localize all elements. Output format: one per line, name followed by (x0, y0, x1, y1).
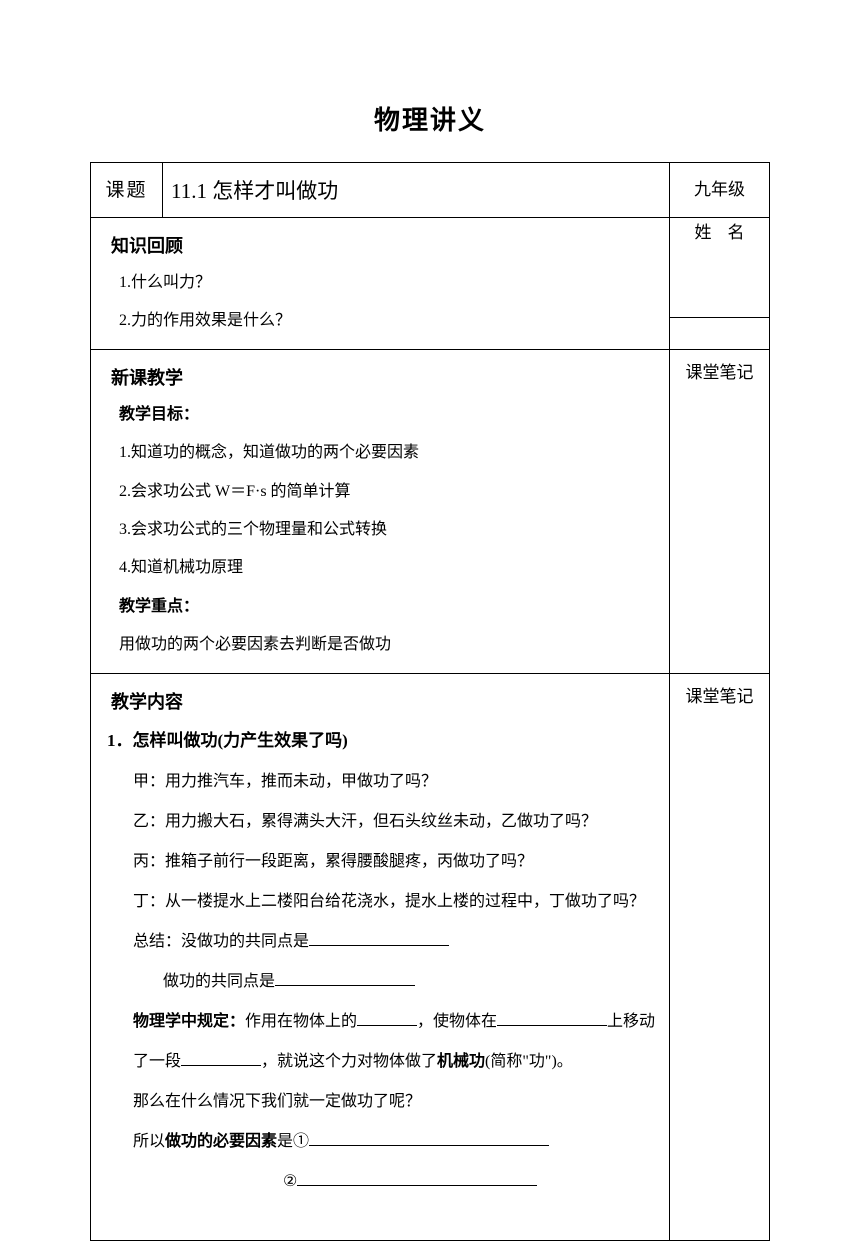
factors-bold: 做功的必要因素 (165, 1133, 277, 1150)
name-value-cell (670, 317, 770, 349)
page-title: 物理讲义 (90, 100, 770, 137)
blank-5 (181, 1048, 261, 1066)
content-section: 教学内容 1．怎样叫做功(力产生效果了吗) 甲：用力推汽车，推而未动，甲做功了吗… (91, 673, 670, 1241)
topic-label-cell: 课题 (91, 163, 163, 218)
content-notes-cell: 课堂笔记 (670, 673, 770, 1241)
example-bing: 丙：推箱子前行一段距离，累得腰酸腿疼，丙做功了吗？ (103, 842, 657, 882)
blank-6 (309, 1128, 549, 1146)
example-ding: 丁：从一楼提水上二楼阳台给花浇水，提水上楼的过程中，丁做功了吗？ (103, 882, 657, 922)
lecture-table: 课题 11.1 怎样才叫做功 九年级 知识回顾 1.什么叫力？ 2.力的作用效果… (90, 162, 770, 1241)
summary-line2: 做功的共同点是 (103, 962, 657, 1002)
factors-prefix: 所以 (133, 1133, 165, 1150)
goal-4: 4.知道机械功原理 (103, 549, 657, 587)
example-yi: 乙：用力搬大石，累得满头大汗，但石头纹丝未动，乙做功了吗？ (103, 802, 657, 842)
topic-title-cell: 11.1 怎样才叫做功 (163, 163, 670, 218)
physics-rule-line1: 物理学中规定：作用在物体上的 ，使物体在 上移动 (103, 1002, 657, 1042)
review-q1: 1.什么叫力？ (103, 264, 657, 302)
focus-1: 用做功的两个必要因素去判断是否做功 (103, 626, 657, 664)
blank-4 (497, 1008, 607, 1026)
blank-2 (275, 968, 415, 986)
goal-3: 3.会求功公式的三个物理量和公式转换 (103, 511, 657, 549)
blank-3 (357, 1008, 417, 1026)
review-section: 知识回顾 1.什么叫力？ 2.力的作用效果是什么？ (91, 218, 670, 350)
grade-cell: 九年级 (670, 163, 770, 218)
question-line: 那么在什么情况下我们就一定做功了呢？ (103, 1082, 657, 1122)
blank-7 (297, 1168, 537, 1186)
summary1-prefix: 总结：没做功的共同点是 (133, 933, 309, 950)
factors-suffix: 是① (277, 1133, 309, 1150)
factors-line1: 所以做功的必要因素是① (103, 1122, 657, 1162)
bottom-spacer (103, 1202, 657, 1232)
name-label-cell: 姓名 (670, 218, 770, 318)
summary-line1: 总结：没做功的共同点是 (103, 922, 657, 962)
teaching-heading: 新课教学 (103, 358, 657, 396)
teaching-section: 新课教学 教学目标： 1.知道功的概念，知道做功的两个必要因素 2.会求功公式 … (91, 349, 670, 673)
example-jia: 甲：用力推汽车，推而未动，甲做功了吗？ (103, 762, 657, 802)
rule-part3: 上移动 (607, 1013, 655, 1030)
blank-1 (309, 928, 449, 946)
teaching-notes-cell: 课堂笔记 (670, 349, 770, 673)
factors-line2: ② (103, 1162, 657, 1202)
focus-heading: 教学重点： (103, 588, 657, 626)
rule-line2-suffix: (简称"功")。 (485, 1053, 573, 1070)
section1-heading: 1．怎样叫做功(力产生效果了吗) (103, 720, 657, 763)
goal-1: 1.知道功的概念，知道做功的两个必要因素 (103, 434, 657, 472)
rule-part2: ，使物体在 (417, 1013, 497, 1030)
rule-part1: 作用在物体上的 (245, 1013, 357, 1030)
rule-prefix: 物理学中规定： (133, 1013, 245, 1030)
content-heading: 教学内容 (103, 682, 657, 720)
goal-2: 2.会求功公式 W＝F·s 的简单计算 (103, 473, 657, 511)
factor2-prefix: ② (283, 1173, 297, 1190)
rule-line2-bold: 机械功 (437, 1053, 485, 1070)
physics-rule-line2: 了一段 ，就说这个力对物体做了机械功(简称"功")。 (103, 1042, 657, 1082)
goals-heading: 教学目标： (103, 396, 657, 434)
summary2-prefix: 做功的共同点是 (163, 973, 275, 990)
review-heading: 知识回顾 (103, 226, 657, 264)
review-q2: 2.力的作用效果是什么？ (103, 302, 657, 340)
rule-line2-mid: ，就说这个力对物体做了 (261, 1053, 437, 1070)
rule-line2-prefix: 了一段 (133, 1053, 181, 1070)
